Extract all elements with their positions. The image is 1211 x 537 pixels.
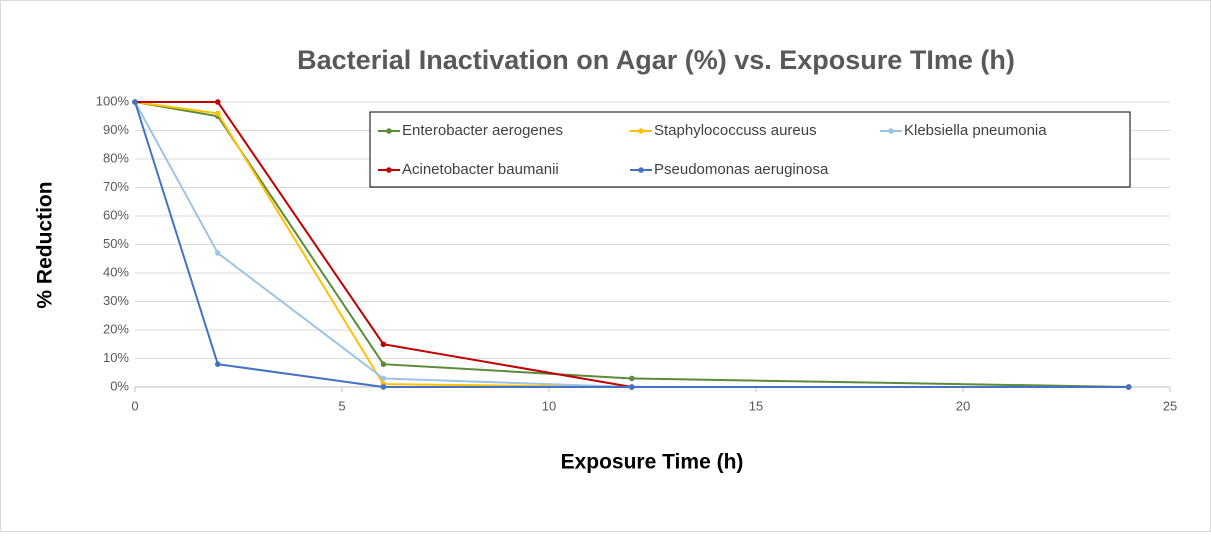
legend-marker	[638, 167, 644, 173]
x-tick-label: 5	[338, 398, 345, 413]
y-tick-label: 50%	[103, 236, 129, 251]
x-axis-label: Exposure Time (h)	[561, 451, 744, 474]
x-tick-label: 20	[956, 398, 970, 413]
x-tick-label: 0	[131, 398, 138, 413]
y-tick-label: 0%	[110, 378, 129, 393]
legend-marker	[386, 167, 392, 173]
legend-label: Acinetobacter baumanii	[402, 161, 559, 178]
data-point	[380, 341, 387, 348]
data-point	[215, 110, 221, 117]
data-point	[1125, 384, 1132, 390]
data-point	[629, 384, 635, 390]
data-point	[132, 99, 138, 105]
legend-marker	[638, 128, 644, 134]
data-point	[215, 99, 221, 105]
legend-label: Enterobacter aerogenes	[402, 122, 563, 139]
y-axis-label: % Reduction	[34, 181, 57, 308]
y-tick-label: 90%	[103, 122, 129, 137]
y-tick-label: 80%	[103, 150, 129, 165]
legend-label: Klebsiella pneumonia	[904, 122, 1047, 139]
y-tick-label: 100%	[96, 93, 130, 108]
y-tick-label: 30%	[103, 293, 129, 308]
legend-marker	[888, 128, 894, 134]
y-tick-label: 60%	[103, 207, 129, 222]
data-point	[380, 361, 387, 368]
x-tick-label: 25	[1163, 398, 1177, 413]
legend-box	[369, 111, 1131, 188]
data-point	[380, 375, 387, 382]
data-point	[380, 384, 387, 390]
x-tick-label: 15	[749, 398, 763, 413]
chart-title: Bacterial Inactivation on Agar (%) vs. E…	[297, 45, 1015, 75]
legend-label: Staphylococcuss aureus	[654, 122, 817, 139]
y-tick-label: 20%	[103, 321, 129, 336]
data-point	[215, 361, 221, 368]
y-tick-label: 10%	[103, 350, 129, 365]
y-tick-label: 70%	[103, 179, 129, 194]
data-point	[215, 250, 221, 256]
data-point	[629, 375, 635, 382]
legend-marker	[386, 128, 392, 134]
legend-label: Pseudomonas aeruginosa	[654, 161, 829, 178]
x-tick-label: 10	[542, 398, 556, 413]
y-tick-label: 40%	[103, 264, 129, 279]
